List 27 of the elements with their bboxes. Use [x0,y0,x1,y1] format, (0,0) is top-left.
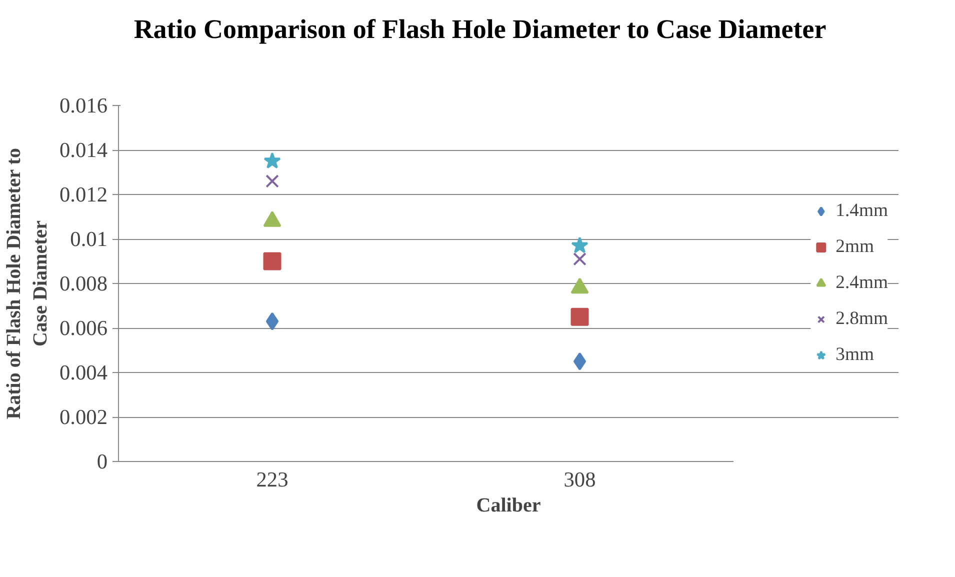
y-tick-label: 0.016 [60,94,108,118]
point [266,312,279,330]
y-tick-label: 0.008 [60,272,108,296]
point [571,236,588,254]
x-tick-label: 223 [256,468,288,492]
y-tick-label: 0.01 [70,227,108,251]
chart-title: Ratio Comparison of Flash Hole Diameter to Case Diameter [134,13,826,46]
legend-label: 3mm [836,344,874,366]
y-tick-label: 0 [96,450,108,474]
point [573,252,586,266]
point [263,252,282,270]
y-tick-label: 0.002 [60,405,108,429]
y-axis-title: Ratio of Flash Hole Diameter to Case Diameter [3,148,52,420]
y-tick-label: 0.004 [60,360,108,384]
point [570,308,589,326]
point [573,352,586,370]
y-tick-label: 0.014 [60,138,108,162]
point [266,174,279,188]
x-tick-label: 308 [564,468,596,492]
x-axis-title: Caliber [476,494,541,516]
legend-label: 1.4mm [836,200,888,222]
legend-label: 2.4mm [836,272,888,294]
legend-label: 2.8mm [836,308,888,330]
y-tick-label: 0.012 [60,182,108,206]
y-tick-label: 0.006 [60,316,108,340]
point [264,152,281,169]
legend-label: 2mm [836,236,874,258]
